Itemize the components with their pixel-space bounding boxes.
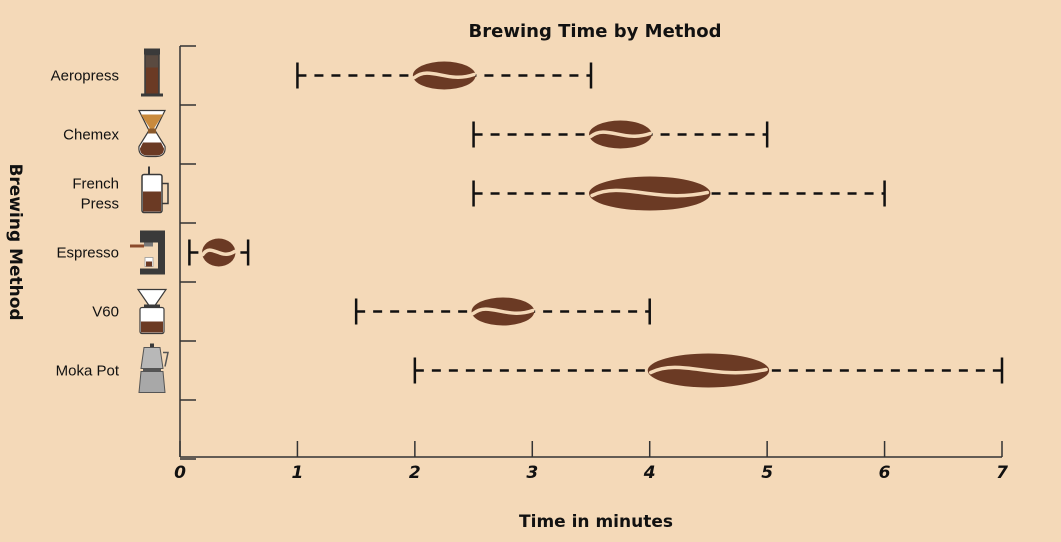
french-press-icon [141, 166, 169, 214]
method-row: Espresso [56, 230, 250, 275]
x-axis-label: Time in minutes [519, 512, 673, 532]
x-tick-label: 7 [996, 463, 1008, 483]
method-row: Aeropress [51, 48, 593, 97]
method-row: French Press [72, 166, 886, 214]
x-tick-label: 2 [409, 463, 421, 483]
y-tick-label: Moka Pot [56, 363, 120, 380]
bean-crease [649, 365, 768, 375]
y-tick-label: V60 [92, 304, 119, 321]
method-row: V60 [92, 288, 651, 335]
bean-crease [201, 248, 237, 257]
y-tick-label: French Press [72, 176, 119, 213]
bean-crease [471, 307, 535, 316]
method-row: Chemex [63, 109, 769, 158]
x-tick-label: 0 [174, 463, 186, 483]
x-tick-label: 1 [292, 463, 304, 483]
y-tick-label: Aeropress [51, 68, 119, 85]
bean-crease [590, 188, 710, 198]
y-axis-ticks [180, 45, 196, 460]
espresso-machine-icon [130, 230, 165, 275]
method-row: Moka Pot [56, 343, 1004, 393]
y-tick-label: Chemex [63, 127, 119, 144]
x-tick-label: 5 [761, 463, 773, 483]
moka-pot-icon [138, 343, 169, 393]
v60-icon [136, 288, 168, 335]
x-tick-label: 6 [879, 463, 891, 483]
chemex-icon [138, 109, 166, 158]
bean-crease [588, 130, 652, 139]
x-axis-ticks: 0 1 2 3 4 5 6 7 [174, 441, 1008, 483]
y-axis-label: Brewing Method [5, 163, 25, 320]
plot-area: Aeropress Chemex French Press Espresso V60 Mok… [51, 48, 1004, 393]
x-tick-label: 3 [526, 463, 538, 483]
y-tick-label: Espresso [56, 245, 119, 262]
x-tick-label: 4 [643, 463, 656, 483]
aeropress-icon [141, 48, 163, 97]
chart-title: Brewing Time by Method [469, 21, 722, 42]
bean-crease [412, 71, 476, 80]
